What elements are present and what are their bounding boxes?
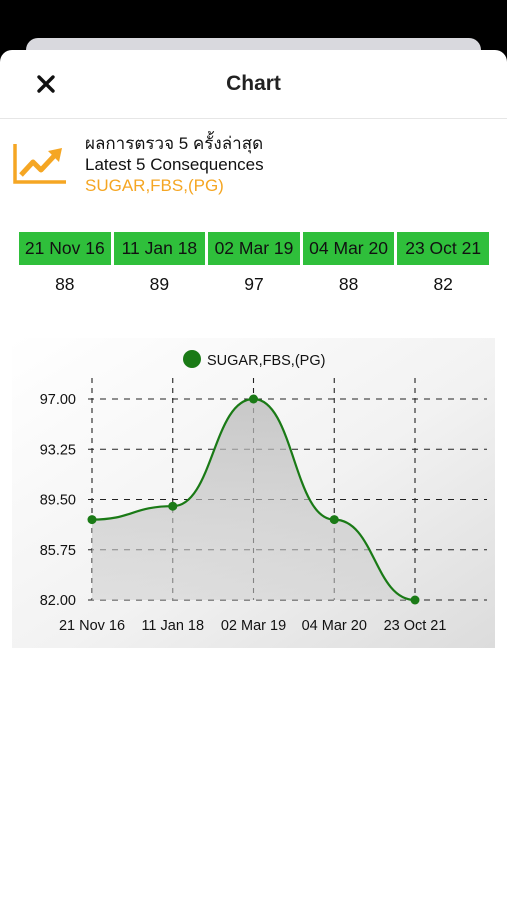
info-text: ผลการตรวจ 5 ครั้งล่าสุด Latest 5 Consequ… (85, 133, 264, 196)
legend-label: SUGAR,FBS,(PG) (207, 353, 325, 369)
date-row: 21 Nov 16 11 Jan 18 02 Mar 19 04 Mar 20 … (19, 232, 489, 265)
data-point (329, 515, 339, 525)
test-name: SUGAR,FBS,(PG) (85, 176, 224, 195)
value-cell: 88 (55, 274, 75, 294)
x-tick-label: 02 Mar 19 (221, 618, 286, 634)
series-line (91, 397, 416, 602)
close-button[interactable] (30, 68, 62, 100)
value-cell: 97 (244, 274, 264, 294)
value-cell: 88 (338, 274, 359, 294)
value-row: 88 89 97 88 82 (19, 272, 489, 296)
x-tick-label: 04 Mar 20 (302, 618, 367, 634)
y-tick-label: 97.00 (40, 392, 76, 408)
trend-up-icon (13, 144, 66, 184)
date-cell: 21 Nov 16 (19, 232, 111, 265)
date-cell: 11 Jan 18 (113, 232, 206, 265)
date-cell: 04 Mar 20 (302, 232, 395, 265)
x-tick-label: 21 Nov 16 (59, 618, 125, 634)
date-cell: 23 Oct 21 (397, 232, 489, 265)
data-point (87, 515, 97, 525)
data-point (410, 595, 420, 605)
series-area (92, 399, 415, 600)
data-point (249, 394, 258, 404)
x-tick-label: 11 Jan 18 (141, 618, 204, 634)
info-thai-label: ผลการตรวจ 5 ครั้งล่าสุด (85, 134, 264, 153)
value-cell: 82 (433, 274, 453, 294)
value-cell: 89 (149, 274, 170, 294)
page-title: Chart (226, 72, 281, 95)
legend-marker (183, 350, 201, 368)
line-chart: 82.00 85.75 89.50 93.25 97.00 21 Nov 16 11 Ja… (12, 338, 495, 648)
y-tick-label: 82.00 (40, 593, 76, 609)
y-tick-label: 89.50 (40, 493, 76, 509)
chart-modal: Chart ผลการตรวจ 5 ครั้งล่าสุด Latest 5 C… (0, 50, 507, 900)
x-tick-label: 23 Oct 21 (384, 618, 447, 634)
y-tick-label: 93.25 (40, 442, 76, 458)
close-icon (37, 75, 55, 93)
info-section: ผลการตรวจ 5 ครั้งล่าสุด Latest 5 Consequ… (0, 119, 507, 209)
info-english-label: Latest 5 Consequences (85, 155, 264, 174)
data-point (168, 501, 178, 511)
modal-header: Chart (0, 50, 507, 119)
chart-svg: 82.00 85.75 89.50 93.25 97.00 21 Nov 16 11 Ja… (12, 338, 495, 648)
date-cell: 02 Mar 19 (208, 232, 300, 265)
y-tick-label: 85.75 (40, 543, 76, 559)
